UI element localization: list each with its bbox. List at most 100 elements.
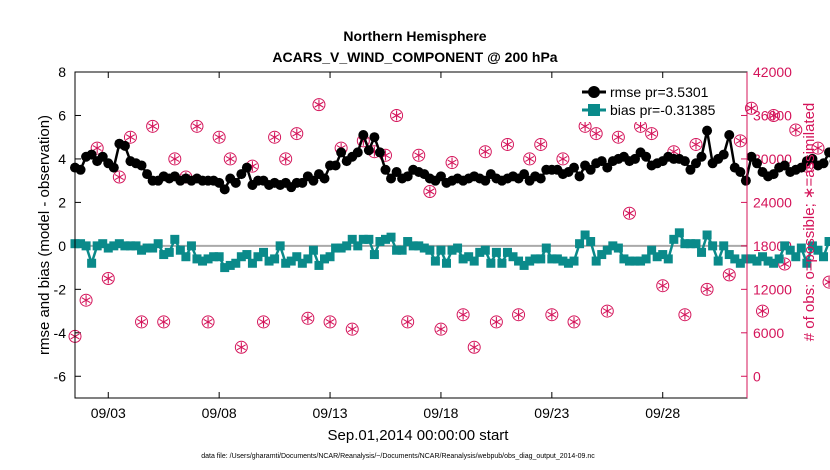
obs-assimilated-point	[391, 110, 402, 121]
obs-assimilated-point	[125, 132, 136, 143]
obs-possible-point	[822, 275, 830, 289]
obs-assimilated-point	[325, 316, 335, 327]
bias-point	[480, 245, 490, 255]
bias-point	[314, 260, 324, 270]
rmse-point	[97, 151, 108, 162]
bias-point	[364, 234, 374, 244]
bias-point	[552, 254, 562, 264]
bias-point	[137, 245, 147, 255]
obs-assimilated-point	[292, 128, 302, 139]
rmse-point	[108, 162, 119, 173]
obs-possible-point	[733, 134, 747, 148]
plot-area: -6-4-20246806000120001800024000300003600…	[54, 64, 830, 421]
obs-possible-point	[778, 257, 792, 271]
x-tick-label: 09/13	[313, 405, 348, 421]
y-right-tick-label: 42000	[753, 64, 792, 80]
rmse-point	[142, 169, 153, 180]
y-tick-label: 6	[58, 107, 66, 123]
obs-possible-point	[157, 315, 171, 329]
rmse-point	[380, 164, 391, 175]
obs-possible-point	[79, 293, 93, 307]
bias-point	[713, 256, 723, 266]
bias-point	[347, 234, 357, 244]
bias-point	[447, 245, 457, 255]
bias-point	[148, 243, 158, 253]
bias-point	[220, 263, 230, 273]
bias-point	[763, 256, 773, 266]
bias-point	[81, 241, 91, 251]
bias-point	[491, 247, 501, 257]
obs-possible-point	[756, 304, 770, 318]
bias-point	[563, 258, 573, 268]
obs-assimilated-point	[225, 153, 235, 164]
rmse-point	[86, 149, 97, 160]
bias-point	[652, 252, 662, 262]
bias-point	[92, 241, 102, 251]
obs-possible-point	[589, 127, 603, 141]
bias-point	[475, 247, 485, 257]
bias-point	[430, 256, 440, 266]
bias-point	[608, 241, 618, 251]
obs-possible-point	[656, 279, 670, 293]
bias-point	[225, 260, 235, 270]
obs-assimilated-point	[269, 132, 280, 143]
rmse-point	[480, 175, 491, 186]
obs-assimilated-point	[569, 316, 579, 327]
bias-point	[331, 243, 341, 253]
bias-point	[464, 252, 474, 262]
bias-point	[613, 243, 623, 253]
x-tick-label: 09/08	[202, 405, 237, 421]
bias-point	[170, 234, 180, 244]
obs-assimilated-point	[480, 146, 490, 157]
obs-assimilated-point	[691, 139, 701, 150]
bias-point	[558, 256, 568, 266]
bias-point	[569, 256, 579, 266]
rmse-point	[319, 173, 330, 184]
obs-possible-point	[512, 308, 526, 322]
obs-possible-point	[390, 108, 404, 122]
bias-point	[281, 258, 291, 268]
bias-point	[342, 241, 352, 251]
legend-rmse-label: rmse pr=3.5301	[610, 84, 709, 100]
obs-assimilated-point	[680, 309, 690, 320]
obs-assimilated-point	[791, 124, 801, 135]
obs-possible-point	[146, 119, 160, 133]
obs-assimilated-point	[525, 153, 535, 164]
y-right-tick-label: 6000	[753, 325, 784, 341]
obs-possible-point	[700, 282, 714, 296]
rmse-point	[702, 125, 713, 136]
rmse-point	[679, 156, 690, 167]
obs-possible-point	[556, 152, 570, 166]
y-tick-label: 4	[58, 151, 66, 167]
rmse-point	[574, 171, 585, 182]
bias-point	[131, 241, 141, 251]
rmse-point	[807, 153, 818, 164]
obs-assimilated-point	[214, 132, 224, 143]
bias-point	[735, 258, 745, 268]
data-file-note: data file: /Users/gharamti/Documents/NCA…	[201, 453, 595, 460]
rmse-point	[751, 158, 762, 169]
obs-assimilated-point	[647, 128, 657, 139]
bias-point	[375, 237, 385, 247]
bias-point	[125, 241, 135, 251]
bias-point	[691, 239, 701, 249]
bias-point	[685, 239, 695, 249]
bias-point	[824, 237, 830, 247]
rmse-point	[358, 130, 369, 141]
x-axis-label: Sep.01,2014 00:00:00 start	[328, 427, 510, 444]
bias-point	[641, 254, 651, 264]
y-right-tick-label: 24000	[753, 194, 792, 210]
rmse-point	[768, 169, 779, 180]
x-tick-label: 09/28	[645, 405, 680, 421]
bias-point	[247, 258, 257, 268]
rmse-point	[236, 169, 247, 180]
obs-assimilated-point	[436, 324, 446, 335]
y-tick-label: -6	[54, 368, 67, 384]
bias-point	[320, 254, 330, 264]
obs-assimilated-point	[103, 273, 113, 284]
obs-assimilated-point	[414, 150, 424, 161]
rmse-point	[696, 151, 707, 162]
bias-point	[120, 241, 130, 251]
bias-point	[353, 241, 363, 251]
chart-title: Northern Hemisphere	[343, 28, 486, 44]
